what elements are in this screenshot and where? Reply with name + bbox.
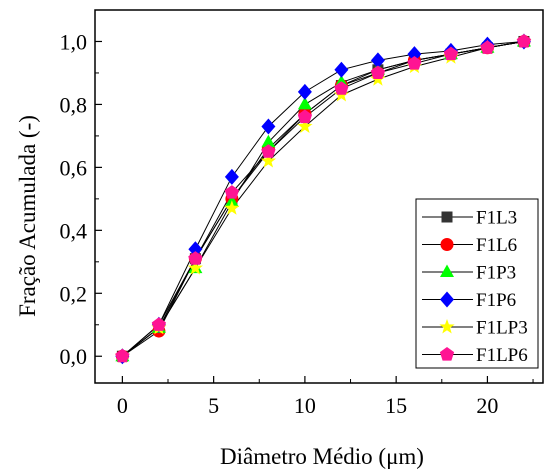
x-tick-label: 5: [208, 393, 219, 418]
legend-marker: [439, 347, 455, 361]
x-tick-label: 0: [117, 393, 128, 418]
data-point: [187, 260, 203, 275]
data-point: [261, 118, 276, 135]
data-point: [188, 251, 203, 265]
legend-item: F1LP3: [422, 318, 528, 339]
legend-item: F1P6: [422, 290, 516, 311]
markers-f1lp6: [115, 33, 532, 363]
legend-marker: [441, 211, 453, 223]
data-point: [334, 61, 349, 78]
legend-item: F1L6: [422, 235, 517, 256]
legend-item: F1P3: [422, 263, 516, 284]
data-point: [407, 56, 422, 70]
x-tick-label: 10: [294, 393, 316, 418]
legend-label: F1P6: [476, 290, 516, 311]
data-point: [151, 317, 167, 331]
y-tick-label: 0,8: [60, 92, 88, 117]
legend-label: F1LP3: [476, 318, 528, 339]
legend-label: F1LP6: [476, 345, 528, 366]
data-point: [480, 40, 495, 54]
x-tick-label: 20: [476, 393, 498, 418]
y-tick-label: 0,0: [60, 344, 88, 369]
plot-frame: [94, 9, 544, 384]
data-point: [188, 241, 203, 258]
x-tick-label: 15: [385, 393, 407, 418]
data-point: [407, 46, 422, 63]
data-point: [516, 33, 532, 48]
y-tick-label: 1,0: [60, 29, 88, 54]
plot-area: [94, 9, 544, 384]
y-tick-label: 0,4: [60, 218, 88, 243]
data-point: [297, 109, 313, 124]
legend-label: F1P3: [476, 263, 516, 284]
legend-item: F1L3: [422, 208, 517, 229]
data-point: [260, 153, 276, 168]
legend-item: F1LP6: [422, 345, 528, 366]
x-axis-title: Diâmetro Médio (μm): [220, 444, 424, 469]
data-point: [224, 200, 240, 215]
legend-box: [415, 198, 539, 369]
series-layer: [114, 33, 532, 365]
y-axis-title: Fração Acumulada (-): [15, 115, 40, 317]
data-point: [224, 168, 239, 185]
data-point: [297, 83, 312, 100]
legend-label: F1L3: [476, 208, 517, 229]
data-point: [261, 144, 276, 158]
data-point: [297, 96, 312, 110]
y-tick-label: 0,2: [60, 281, 88, 306]
data-point: [370, 65, 386, 80]
data-point: [370, 52, 385, 69]
legend-marker: [440, 238, 454, 251]
legend-marker: [440, 291, 454, 308]
legend-label: F1L6: [476, 235, 517, 256]
legend-marker: [439, 319, 455, 334]
data-point: [297, 118, 313, 133]
legend: F1L3 F1L6 F1P3 F1P6 F1LP3 F1LP6: [415, 198, 539, 369]
ticks: 0 5 10 15 20 0,0 0,2 0,4 0,6 0,8 1,0: [60, 9, 534, 418]
data-point: [261, 134, 276, 148]
data-point: [115, 348, 130, 363]
legend-marker: [440, 264, 454, 277]
data-point: [224, 185, 240, 199]
data-point: [443, 46, 459, 61]
data-point: [334, 81, 349, 95]
y-tick-label: 0,6: [60, 155, 88, 180]
